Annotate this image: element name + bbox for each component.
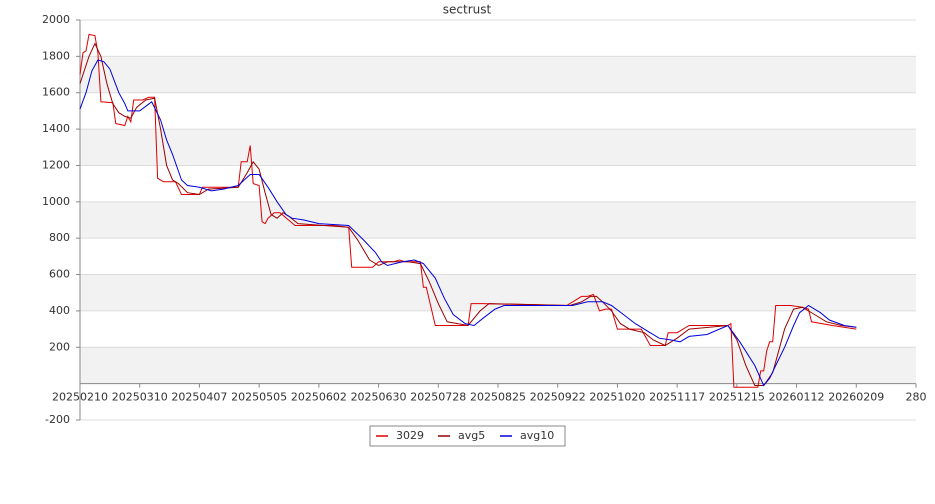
- x-tick-label: 280: [906, 391, 927, 404]
- legend-label: avg10: [520, 429, 554, 442]
- y-tick-label: 1000: [42, 195, 70, 208]
- legend-label: avg5: [458, 429, 485, 442]
- grid-band: [80, 129, 916, 166]
- y-tick-label: 1800: [42, 49, 70, 62]
- y-tick-label: 400: [49, 304, 70, 317]
- x-tick-label: 20250630: [351, 391, 407, 404]
- x-tick-label: 20250407: [171, 391, 227, 404]
- series-line: [79, 42, 857, 386]
- legend-label: 3029: [396, 429, 424, 442]
- y-tick-label: -200: [45, 413, 70, 426]
- x-tick-label: 20250310: [112, 391, 168, 404]
- x-tick-label: 20251215: [709, 391, 765, 404]
- grid-band: [80, 347, 916, 384]
- legend-box: [369, 425, 566, 447]
- y-tick-label: 2000: [42, 13, 70, 26]
- y-tick-label: 800: [49, 231, 70, 244]
- x-tick-label: 20250922: [530, 391, 586, 404]
- y-tick-label: 200: [49, 340, 70, 353]
- series-line: [79, 59, 857, 387]
- x-tick-label: 20251020: [589, 391, 645, 404]
- x-tick-label: 20250505: [231, 391, 287, 404]
- series-line: [79, 33, 857, 388]
- y-tick-label: 1400: [42, 122, 70, 135]
- grid-band: [80, 56, 916, 93]
- chart-title: sectrust: [443, 3, 492, 17]
- y-tick-label: 600: [49, 268, 70, 281]
- x-tick-label: 20260209: [828, 391, 884, 404]
- x-tick-label: 20250210: [52, 391, 108, 404]
- x-tick-label: 20250728: [410, 391, 466, 404]
- grid-band: [80, 201, 916, 239]
- x-tick-label: 20250602: [291, 391, 347, 404]
- x-tick-label: 20251117: [649, 391, 705, 404]
- y-tick-label: 1200: [42, 158, 70, 171]
- grid-band: [80, 274, 916, 311]
- x-tick-label: 20250825: [470, 391, 526, 404]
- y-tick-label: 1600: [42, 86, 70, 99]
- x-tick-label: 20260112: [769, 391, 825, 404]
